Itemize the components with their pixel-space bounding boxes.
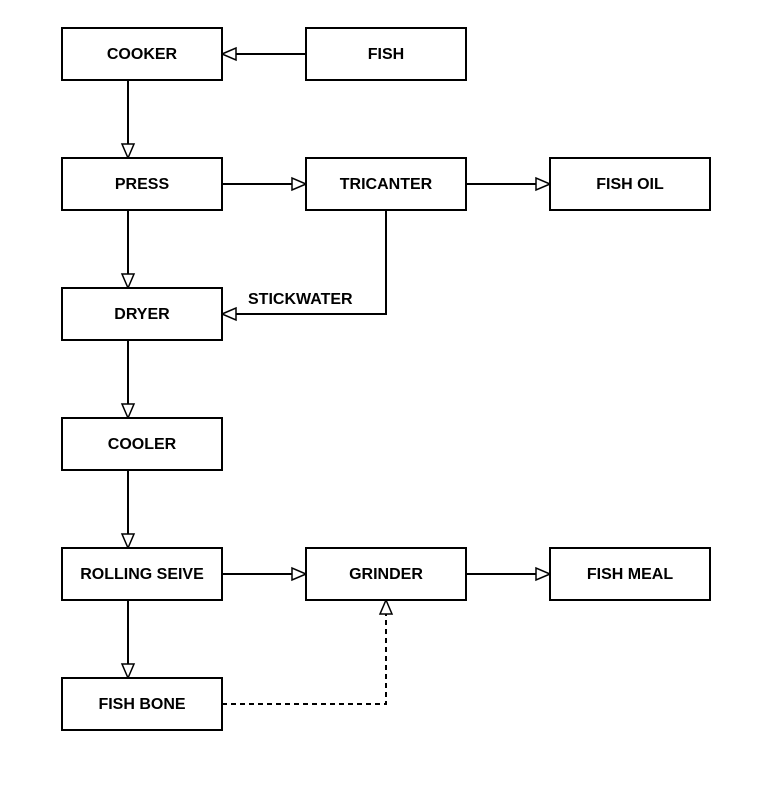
edge-label-stickwater: STICKWATER	[248, 291, 353, 308]
node-label-tricanter: TRICANTER	[340, 176, 433, 193]
node-fishmeal: FISH MEAL	[550, 548, 710, 600]
node-label-fishmeal: FISH MEAL	[587, 566, 673, 583]
node-label-cooler: COOLER	[108, 436, 177, 453]
node-tricanter: TRICANTER	[306, 158, 466, 210]
node-grinder: GRINDER	[306, 548, 466, 600]
node-fishoil: FISH OIL	[550, 158, 710, 210]
node-label-rollingseive: ROLLING SEIVE	[80, 566, 204, 583]
node-label-grinder: GRINDER	[349, 566, 423, 583]
node-fishbone: FISH BONE	[62, 678, 222, 730]
node-label-fish: FISH	[368, 46, 404, 63]
node-rollingseive: ROLLING SEIVE	[62, 548, 222, 600]
node-fish: FISH	[306, 28, 466, 80]
node-dryer: DRYER	[62, 288, 222, 340]
node-cooler: COOLER	[62, 418, 222, 470]
node-label-dryer: DRYER	[114, 306, 170, 323]
node-cooker: COOKER	[62, 28, 222, 80]
node-label-fishbone: FISH BONE	[98, 696, 185, 713]
flowchart: STICKWATER COOKER FISH PRESS TRICANTER FISH O…	[0, 0, 768, 806]
node-press: PRESS	[62, 158, 222, 210]
node-label-cooker: COOKER	[107, 46, 178, 63]
node-label-press: PRESS	[115, 176, 170, 193]
node-label-fishoil: FISH OIL	[596, 176, 664, 193]
